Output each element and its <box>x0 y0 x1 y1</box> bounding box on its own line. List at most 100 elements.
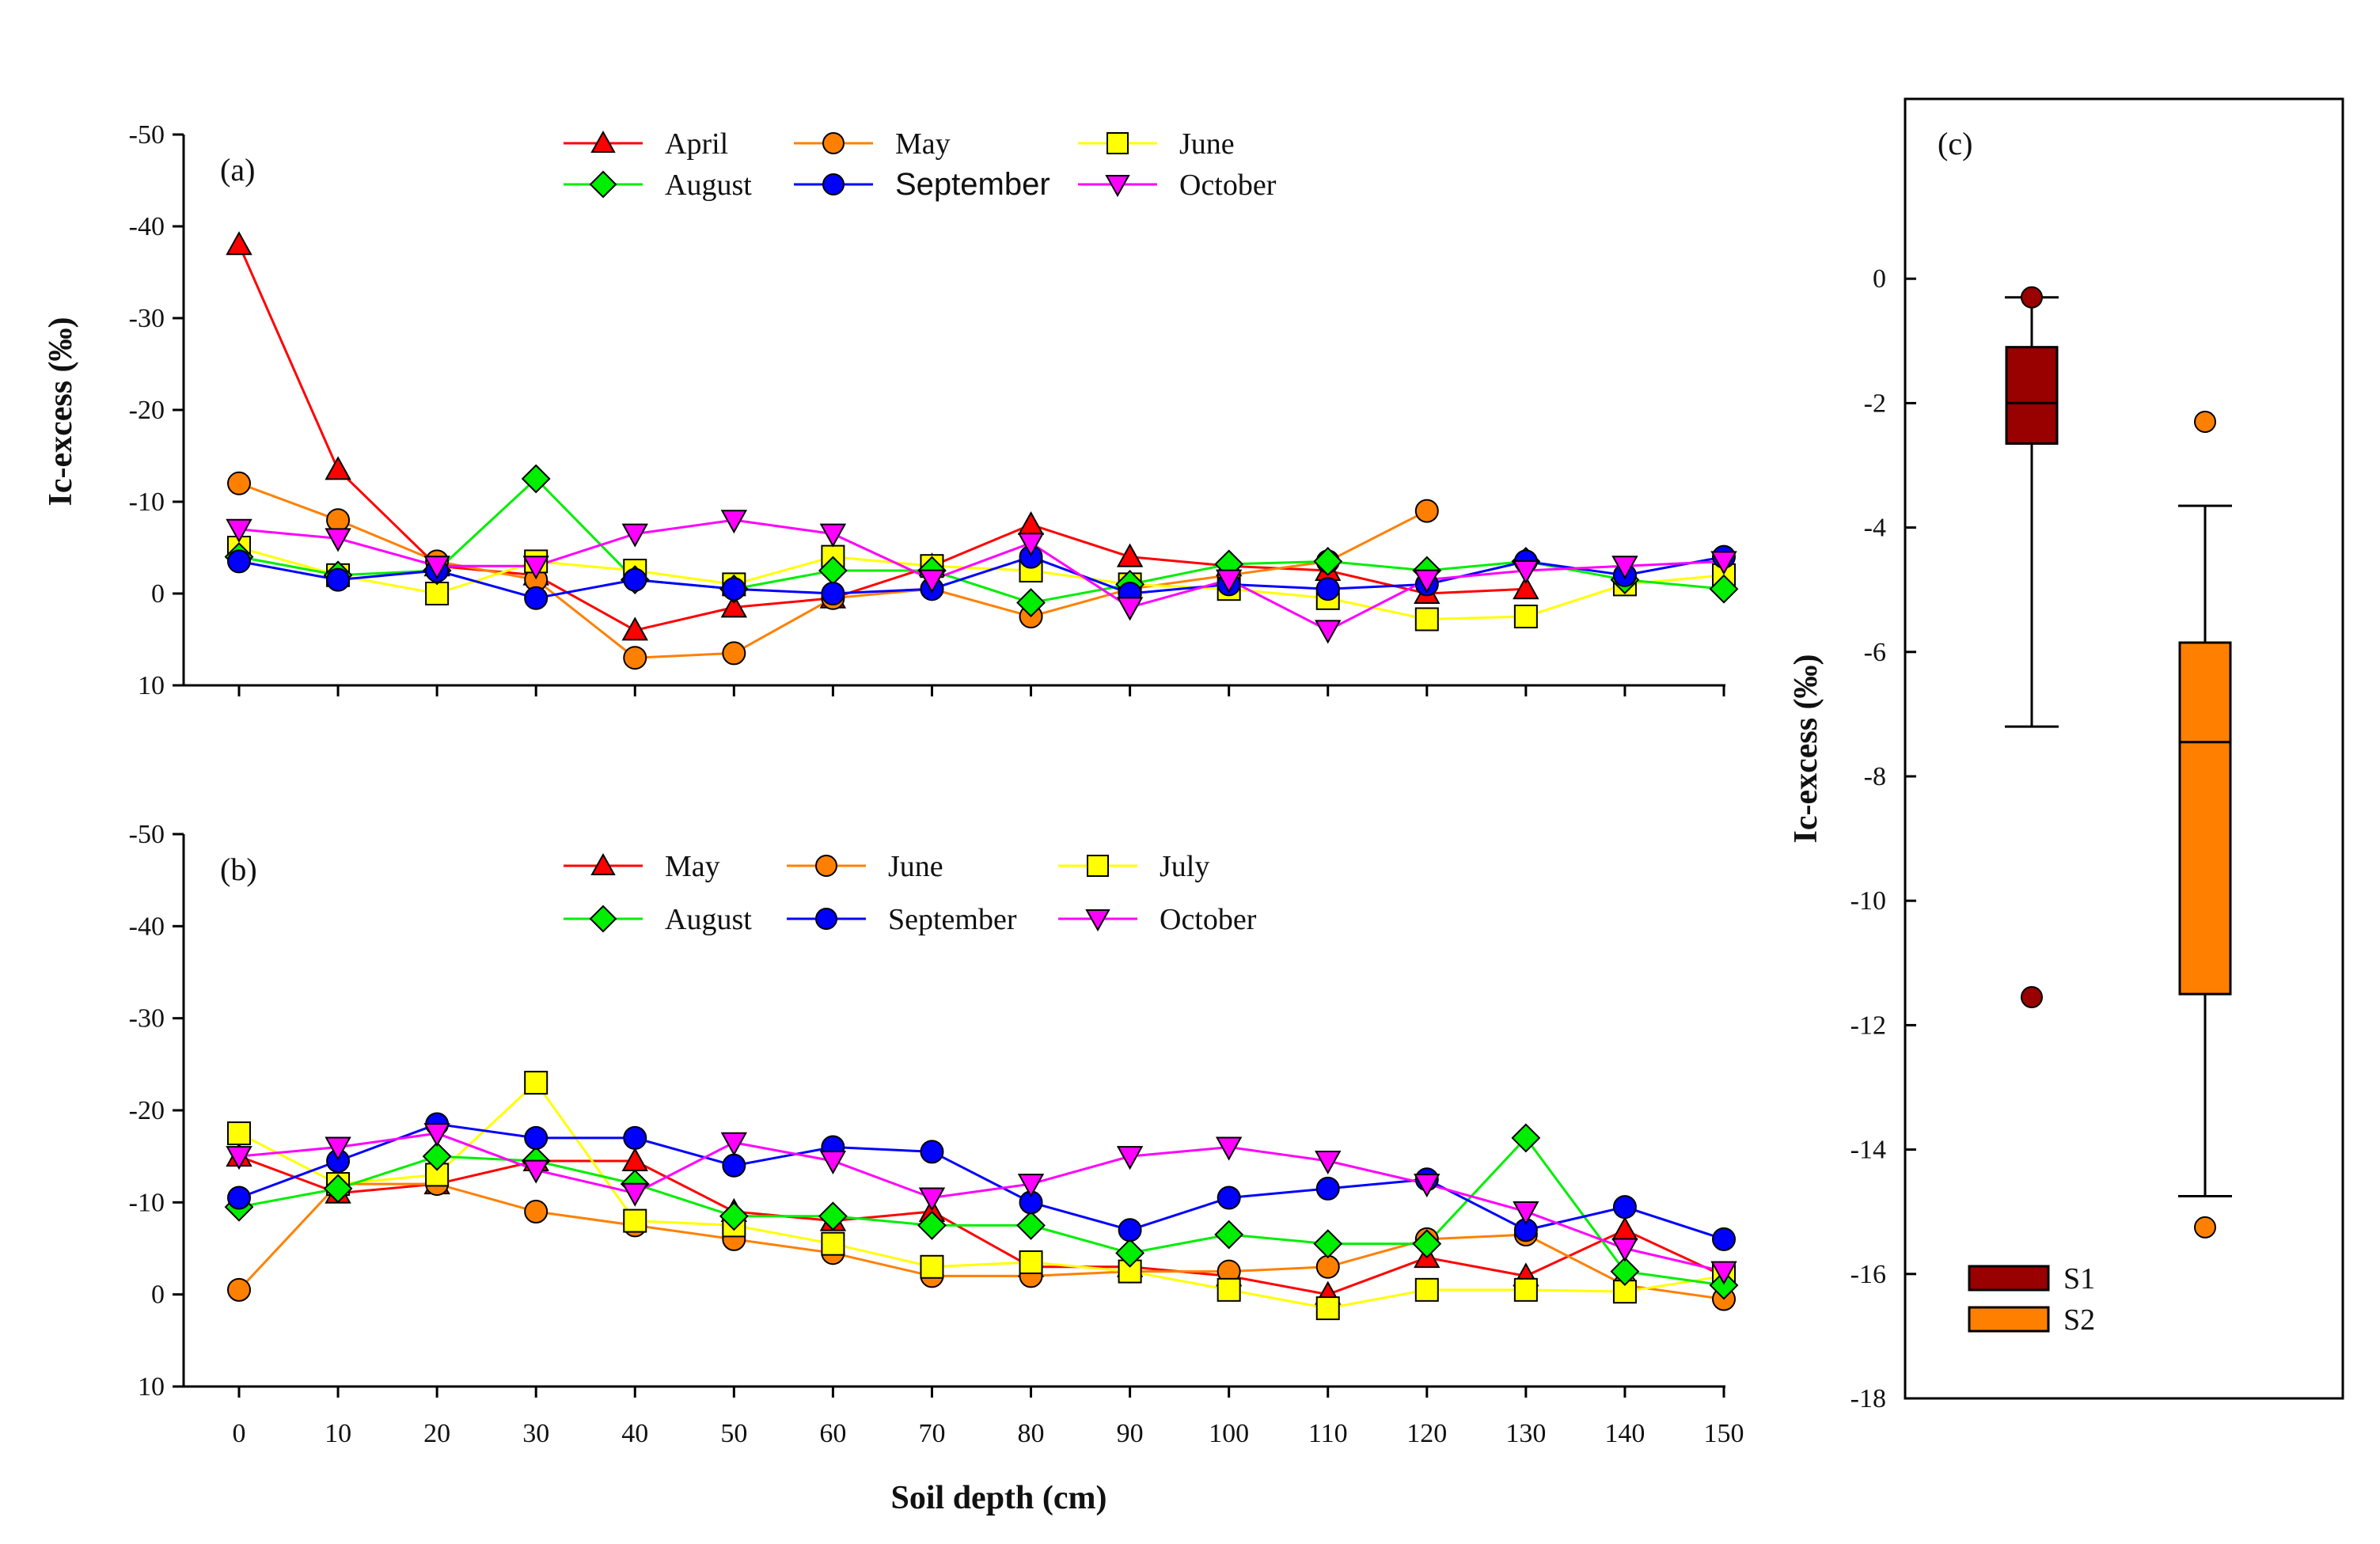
data-point-september <box>623 567 647 592</box>
legend-marker <box>590 130 616 153</box>
y-tick-label: 0 <box>151 579 165 609</box>
data-point-august <box>1016 588 1046 618</box>
outlier-point <box>2021 286 2043 309</box>
data-point-september <box>1712 1227 1736 1251</box>
series-line-august <box>238 476 1725 605</box>
data-point-october <box>1611 556 1638 580</box>
series-line-june <box>237 1182 1725 1300</box>
panel-a-y-axis-label: Ic-excess (‰) <box>43 317 79 506</box>
panel-c-frame <box>1904 97 2344 1400</box>
legend-label: September <box>888 903 1017 936</box>
panel-a-series <box>224 231 1739 670</box>
y-tick-label: -6 <box>1864 638 1886 667</box>
legend-label: April <box>665 127 728 161</box>
data-point-october <box>1710 551 1737 575</box>
panel-b-legend: May June July August September October <box>564 850 1257 936</box>
data-point-september <box>227 1186 251 1210</box>
legend-marker <box>1087 855 1109 877</box>
data-point-october <box>621 523 648 548</box>
data-point-august <box>1214 1220 1244 1250</box>
series-line-july <box>238 1080 1725 1310</box>
data-point-september <box>1315 1176 1340 1201</box>
data-point-august <box>1412 1229 1442 1259</box>
legend-label: S1 <box>2063 1262 2095 1296</box>
data-point-september <box>722 1153 746 1178</box>
legend-marker <box>815 908 837 930</box>
data-point-june <box>1414 607 1439 632</box>
data-point-october <box>621 1182 648 1207</box>
outlier-point <box>2194 410 2216 433</box>
panel-a-legend: April May June August September October <box>564 127 1277 202</box>
y-tick-label: -50 <box>129 820 165 849</box>
legend-label: June <box>888 850 943 883</box>
y-tick-label: -14 <box>1850 1136 1886 1165</box>
data-point-october <box>1611 1238 1638 1262</box>
panel-c-label: (c) <box>1938 126 1972 161</box>
data-point-april <box>720 594 748 618</box>
data-point-april <box>1017 510 1045 535</box>
x-tick-label: 10 <box>325 1419 351 1448</box>
data-point-october <box>522 1159 549 1184</box>
data-point-october <box>226 518 252 543</box>
data-point-july <box>227 1121 251 1146</box>
x-tick-label: 90 <box>1117 1419 1144 1448</box>
y-tick-label: -12 <box>1850 1011 1886 1040</box>
series-line-april <box>237 244 1526 632</box>
x-tick-label: 70 <box>918 1419 945 1448</box>
data-point-april <box>226 231 252 256</box>
y-tick-label: -40 <box>129 912 165 941</box>
data-point-october <box>1215 1136 1243 1161</box>
legend-label: May <box>895 127 951 161</box>
data-point-july <box>623 1208 647 1233</box>
x-tick-label: 0 <box>233 1419 246 1448</box>
data-point-october <box>1315 620 1342 644</box>
legend-label: July <box>1160 850 1209 883</box>
data-point-october <box>423 556 450 580</box>
data-point-july <box>920 1254 944 1279</box>
data-point-september <box>524 586 549 610</box>
data-point-october <box>1513 560 1539 585</box>
series-line-june <box>238 546 1725 620</box>
legend-marker <box>590 852 616 875</box>
data-point-october <box>1116 1146 1144 1170</box>
data-point-october <box>1710 1261 1737 1285</box>
series-line-september <box>238 1122 1725 1241</box>
data-point-october <box>1017 1174 1045 1198</box>
data-point-october <box>1116 597 1144 621</box>
data-point-october <box>1414 1174 1441 1198</box>
data-point-october <box>1215 569 1243 594</box>
legend-label: June <box>1179 127 1235 161</box>
data-point-august <box>917 1211 947 1240</box>
box-iqr <box>2005 346 2059 445</box>
panel-b-series <box>224 1071 1739 1321</box>
data-point-august <box>1709 574 1739 604</box>
series-line-september <box>238 556 1725 600</box>
data-point-october <box>819 1150 847 1175</box>
data-point-may <box>722 641 746 666</box>
y-tick-label: -2 <box>1864 389 1886 418</box>
y-tick-label: -8 <box>1864 762 1886 791</box>
legend-label: September <box>895 167 1050 202</box>
panel-c-axes: 0 -2 -4 -6 -8 -10 -12 -14 -16 -18 <box>1850 264 1916 1413</box>
outlier-point <box>2021 986 2043 1009</box>
panel-a: (a) -50 -40 -30 -20 -10 0 10 April May June Augus… <box>129 120 1739 700</box>
y-tick-label: -16 <box>1850 1260 1886 1289</box>
y-tick-label: -10 <box>129 1188 165 1217</box>
x-tick-label: 100 <box>1209 1419 1249 1448</box>
legend-marker <box>822 173 845 195</box>
data-point-august <box>323 1174 353 1204</box>
y-tick-label: -4 <box>1864 514 1886 543</box>
x-tick-label: 60 <box>819 1419 846 1448</box>
panel-c-boxes <box>2005 286 2232 1239</box>
data-point-september <box>227 549 251 574</box>
series-line-may <box>238 1155 1725 1296</box>
data-point-may <box>1611 1216 1638 1241</box>
box-s1 <box>2005 286 2059 1009</box>
data-point-june <box>425 582 450 605</box>
y-tick-label: -30 <box>129 304 165 333</box>
data-point-october <box>720 1132 748 1156</box>
panel-c: (c) Ic-excess (‰) 0 -2 -4 -6 -8 -10 -12 -14 -16 -… <box>1788 97 2344 1413</box>
legend-label: October <box>1160 903 1257 936</box>
